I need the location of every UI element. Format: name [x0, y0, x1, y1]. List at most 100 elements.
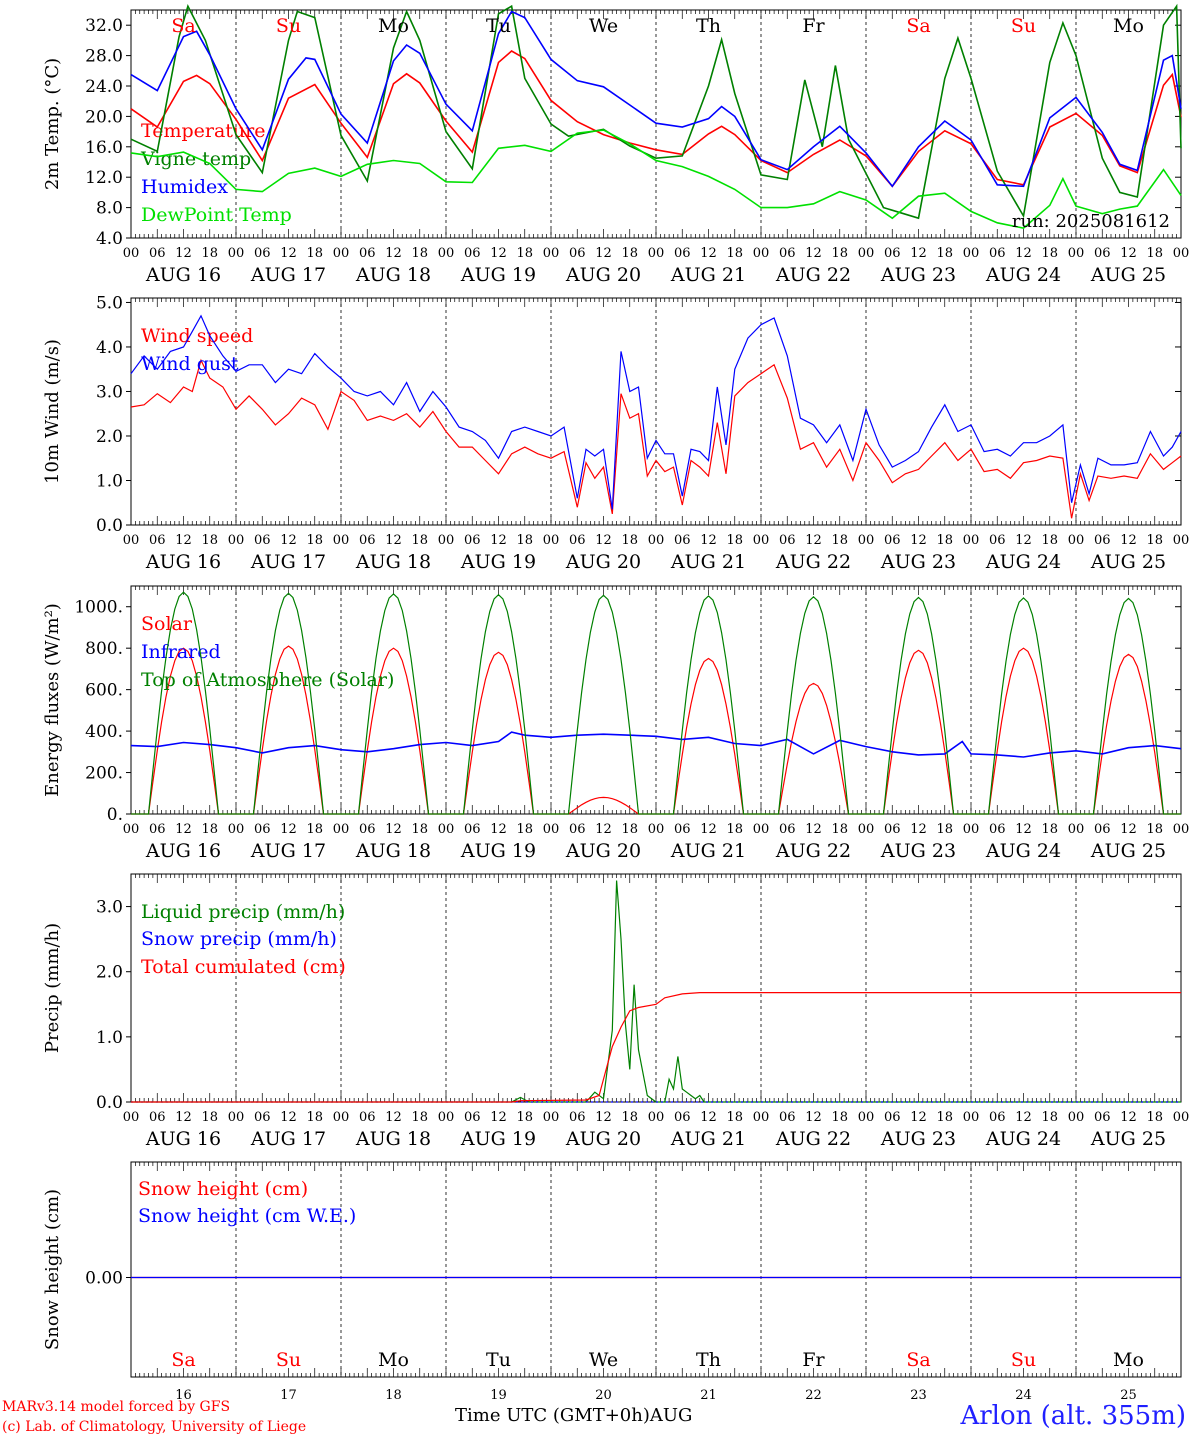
date-label: AUG 17: [250, 551, 326, 573]
hour-label: 00: [333, 533, 350, 548]
hour-label: 06: [149, 822, 166, 837]
hour-label: 18: [831, 246, 848, 261]
hour-label: 00: [1173, 246, 1190, 261]
date-label: AUG 22: [775, 551, 851, 573]
hour-label: 12: [1120, 822, 1137, 837]
date-label: AUG 21: [670, 1128, 746, 1150]
station-name: Arlon (alt. 355m): [960, 1401, 1186, 1431]
date-label: AUG 23: [880, 551, 956, 573]
date-label: AUG 16: [145, 840, 221, 862]
date-label: AUG 20: [565, 840, 641, 862]
y-axis-label: 10m Wind (m/s): [42, 339, 63, 484]
hour-label: 12: [1120, 1110, 1137, 1125]
date-label: AUG 24: [985, 840, 1061, 862]
weekday-label: Mo: [378, 1349, 409, 1371]
hour-label: 18: [726, 246, 743, 261]
hour-label: 12: [175, 1110, 192, 1125]
hour-label: 00: [1173, 822, 1190, 837]
hour-label: 18: [306, 1110, 323, 1125]
hour-label: 00: [543, 533, 560, 548]
hour-label: 00: [228, 246, 245, 261]
date-label: AUG 21: [670, 551, 746, 573]
hour-label: 12: [805, 533, 822, 548]
hour-label: 06: [989, 246, 1006, 261]
legend-snow-precip-mm-h-: Snow precip (mm/h): [141, 928, 337, 950]
hour-label: 00: [438, 246, 455, 261]
hour-label: 00: [333, 246, 350, 261]
y-tick-label: 12.0: [85, 168, 123, 188]
hour-label: 00: [333, 822, 350, 837]
y-tick-label: 16.0: [85, 138, 123, 158]
hour-label: 06: [254, 246, 271, 261]
hour-label: 12: [1120, 533, 1137, 548]
date-label: AUG 17: [250, 264, 326, 286]
hour-label: 06: [359, 246, 376, 261]
legend-liquid-precip-mm-h-: Liquid precip (mm/h): [141, 901, 345, 923]
date-label: AUG 20: [565, 264, 641, 286]
weekday-label: Fr: [802, 15, 825, 37]
date-label: AUG 24: [985, 551, 1061, 573]
y-tick-label: 0.0: [96, 1093, 123, 1113]
hour-label: 00: [1068, 1110, 1085, 1125]
hour-label: 12: [595, 533, 612, 548]
series-line-total-cumulated-cm-: [131, 992, 1181, 1103]
model-credit: MARv3.14 model forced by GFS: [2, 1399, 231, 1415]
hour-label: 18: [201, 822, 218, 837]
date-label: AUG 19: [460, 1128, 536, 1150]
hour-label: 12: [490, 533, 507, 548]
y-axis-label: Precip (mm/h): [42, 923, 63, 1053]
hour-label: 06: [359, 1110, 376, 1125]
hour-label: 12: [805, 1110, 822, 1125]
y-tick-label: 5.0: [96, 293, 123, 313]
series-line-top-of-atmosphere-solar-: [131, 591, 1181, 815]
date-label: AUG 20: [565, 551, 641, 573]
hour-label: 06: [464, 1110, 481, 1125]
hour-label: 06: [674, 246, 691, 261]
hour-label: 06: [464, 533, 481, 548]
hour-label: 06: [779, 1110, 796, 1125]
hour-label: 12: [175, 822, 192, 837]
hour-label: 12: [385, 1110, 402, 1125]
hour-label: 00: [1173, 1110, 1190, 1125]
hour-label: 00: [963, 822, 980, 837]
hour-label: 12: [385, 533, 402, 548]
y-tick-label: 32.0: [85, 16, 123, 36]
date-label: AUG 19: [460, 840, 536, 862]
hour-label: 18: [936, 822, 953, 837]
hour-label: 06: [884, 246, 901, 261]
weekday-label: Mo: [1113, 15, 1144, 37]
hour-label: 00: [228, 1110, 245, 1125]
date-label: AUG 24: [985, 1128, 1061, 1150]
hour-label: 00: [753, 1110, 770, 1125]
hour-label: 06: [779, 822, 796, 837]
hour-label: 06: [1094, 246, 1111, 261]
y-tick-label: 0.0: [96, 516, 123, 536]
day-number-label: 23: [910, 1388, 927, 1403]
day-number-label: 16: [175, 1388, 192, 1403]
hour-label: 12: [700, 533, 717, 548]
hour-label: 00: [753, 533, 770, 548]
hour-label: 12: [280, 246, 297, 261]
date-label: AUG 21: [670, 264, 746, 286]
hour-label: 00: [858, 533, 875, 548]
legend-vigne-temp: Vigne temp: [140, 148, 251, 170]
weekday-label: We: [589, 1349, 618, 1371]
hour-label: 12: [910, 1110, 927, 1125]
date-label: AUG 19: [460, 551, 536, 573]
hour-label: 00: [963, 1110, 980, 1125]
hour-label: 06: [569, 1110, 586, 1125]
hour-label: 12: [175, 246, 192, 261]
hour-label: 12: [490, 1110, 507, 1125]
hour-label: 00: [963, 533, 980, 548]
hour-label: 18: [831, 1110, 848, 1125]
weekday-label: Sa: [906, 1349, 930, 1371]
hour-label: 18: [936, 1110, 953, 1125]
hour-label: 18: [1146, 1110, 1163, 1125]
hour-label: 12: [595, 1110, 612, 1125]
date-label: AUG 16: [145, 1128, 221, 1150]
hour-label: 12: [1015, 822, 1032, 837]
y-tick-label: 24.0: [85, 77, 123, 97]
hour-label: 12: [1015, 1110, 1032, 1125]
hour-label: 12: [700, 822, 717, 837]
hour-label: 12: [910, 822, 927, 837]
